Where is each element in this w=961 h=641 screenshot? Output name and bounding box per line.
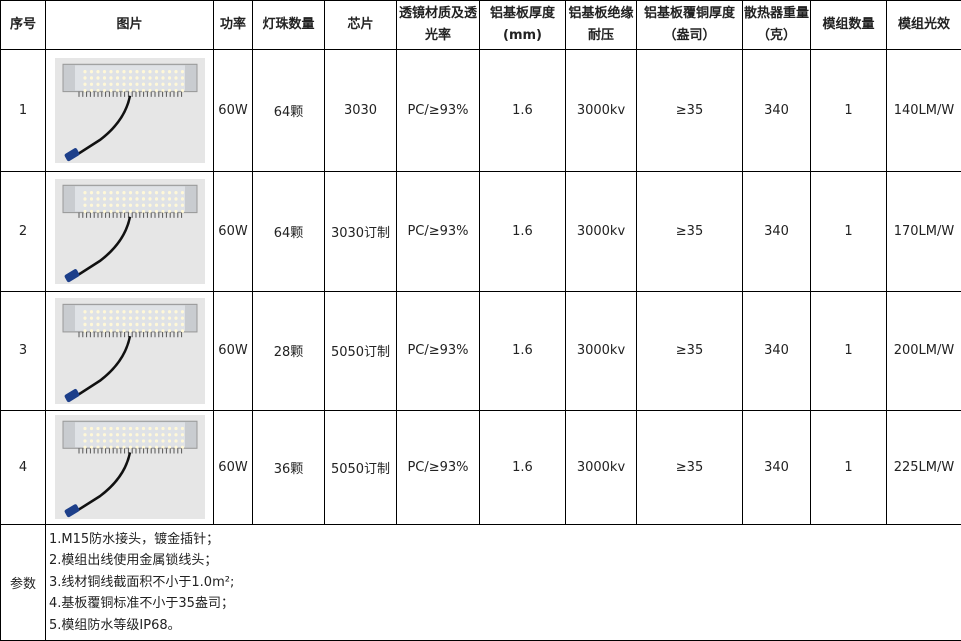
header-chip: 芯片	[324, 0, 397, 50]
table-row: 1 60W 64颗 3030 PC/≥93% 1.6 3000kv ≥35 340 1 140LM…	[0, 48, 961, 172]
note-line: 2.模组出线使用金属锁线头；	[49, 553, 218, 569]
header-weight: 散热器重量（克）	[742, 0, 811, 50]
cell-image	[45, 409, 214, 525]
cell-efficacy: 225LM/W	[886, 409, 961, 525]
table-row: 3 60W 28颗 5050订制 PC/≥93% 1.6 3000kv ≥35 340 1 200…	[0, 290, 961, 411]
header-copper: 铝基板覆铜厚度（盎司）	[636, 0, 743, 50]
cell-weight: 340	[742, 48, 811, 172]
cell-image	[45, 290, 214, 411]
cell-leds: 64颗	[252, 48, 325, 172]
cell-thickness: 1.6	[479, 290, 566, 411]
header-leds: 灯珠数量	[252, 0, 325, 50]
cell-copper: ≥35	[636, 48, 743, 172]
cell-qty: 1	[810, 409, 887, 525]
cell-efficacy: 140LM/W	[886, 48, 961, 172]
cell-power: 60W	[213, 290, 253, 411]
cell-leds: 28颗	[252, 290, 325, 411]
cell-chip: 3030订制	[324, 170, 397, 292]
cell-lens: PC/≥93%	[396, 48, 480, 172]
header-voltage: 铝基板绝缘耐压	[565, 0, 637, 50]
cell-weight: 340	[742, 409, 811, 525]
cell-leds: 64颗	[252, 170, 325, 292]
cell-power: 60W	[213, 409, 253, 525]
cell-chip: 3030	[324, 48, 397, 172]
cell-copper: ≥35	[636, 409, 743, 525]
cell-no: 3	[0, 290, 46, 411]
header-row: 序号 图片 功率 灯珠数量 芯片 透镜材质及透光率 铝基板厚度(mm) 铝基板绝…	[0, 0, 961, 50]
notes-cell: 1.M15防水接头，镀金插针； 2.模组出线使用金属锁线头； 3.线材铜线截面积…	[45, 523, 961, 641]
cell-voltage: 3000kv	[565, 170, 637, 292]
cell-lens: PC/≥93%	[396, 170, 480, 292]
cell-power: 60W	[213, 170, 253, 292]
header-lens: 透镜材质及透光率	[396, 0, 480, 50]
led-module-photo	[54, 178, 205, 284]
cell-copper: ≥35	[636, 290, 743, 411]
cell-efficacy: 200LM/W	[886, 290, 961, 411]
led-module-photo	[54, 297, 205, 404]
cell-qty: 1	[810, 48, 887, 172]
cell-voltage: 3000kv	[565, 290, 637, 411]
table-row: 2 60W 64颗 3030订制 PC/≥93% 1.6 3000kv ≥35 340 1 170…	[0, 170, 961, 292]
cell-voltage: 3000kv	[565, 409, 637, 525]
cell-no: 4	[0, 409, 46, 525]
header-thickness: 铝基板厚度(mm)	[479, 0, 566, 50]
table-row: 4 60W 36颗 5050订制 PC/≥93% 1.6 3000kv ≥35 340 1 225…	[0, 409, 961, 525]
header-no: 序号	[0, 0, 46, 50]
note-line: 5.模组防水等级IP68。	[49, 617, 181, 633]
cell-image	[45, 48, 214, 172]
cell-image	[45, 170, 214, 292]
cell-weight: 340	[742, 290, 811, 411]
cell-weight: 340	[742, 170, 811, 292]
cell-power: 60W	[213, 48, 253, 172]
cell-qty: 1	[810, 290, 887, 411]
header-power: 功率	[213, 0, 253, 50]
note-line: 1.M15防水接头，镀金插针；	[49, 531, 220, 547]
cell-voltage: 3000kv	[565, 48, 637, 172]
note-line: 4.基板覆铜标准不小于35盎司；	[49, 596, 234, 612]
cell-thickness: 1.6	[479, 409, 566, 525]
notes-row: 参数 1.M15防水接头，镀金插针； 2.模组出线使用金属锁线头； 3.线材铜线…	[0, 523, 961, 641]
cell-thickness: 1.6	[479, 170, 566, 292]
cell-chip: 5050订制	[324, 290, 397, 411]
cell-lens: PC/≥93%	[396, 409, 480, 525]
cell-lens: PC/≥93%	[396, 290, 480, 411]
cell-thickness: 1.6	[479, 48, 566, 172]
cell-no: 1	[0, 48, 46, 172]
notes-label: 参数	[0, 523, 46, 641]
cell-no: 2	[0, 170, 46, 292]
header-image: 图片	[45, 0, 214, 50]
cell-qty: 1	[810, 170, 887, 292]
cell-leds: 36颗	[252, 409, 325, 525]
cell-efficacy: 170LM/W	[886, 170, 961, 292]
note-line: 3.线材铜线截面积不小于1.0m²;	[49, 574, 235, 590]
header-efficacy: 模组光效	[886, 0, 961, 50]
header-qty: 模组数量	[810, 0, 887, 50]
led-module-photo	[54, 57, 205, 163]
cell-copper: ≥35	[636, 170, 743, 292]
cell-chip: 5050订制	[324, 409, 397, 525]
led-module-photo	[54, 415, 205, 520]
